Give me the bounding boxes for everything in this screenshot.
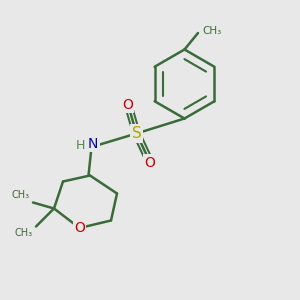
Text: H: H	[75, 139, 85, 152]
Text: N: N	[88, 137, 98, 151]
Text: CH₃: CH₃	[202, 26, 222, 37]
Text: CH₃: CH₃	[11, 190, 29, 200]
Text: O: O	[145, 156, 155, 170]
Text: O: O	[122, 98, 133, 112]
Text: O: O	[74, 221, 85, 235]
Text: CH₃: CH₃	[14, 228, 32, 238]
Text: S: S	[132, 126, 141, 141]
